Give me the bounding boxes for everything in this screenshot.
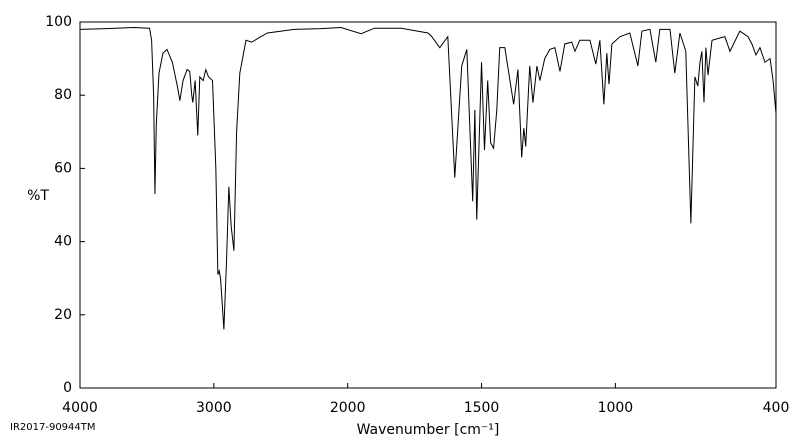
y-tick-label: 80	[54, 87, 72, 103]
y-tick-label: 100	[45, 14, 72, 30]
footnote: IR2017-90944TM	[10, 422, 96, 433]
x-tick-label: 4000	[62, 400, 98, 416]
plot-frame	[79, 21, 777, 389]
y-tick-label: 40	[54, 234, 72, 250]
x-axis-label: Wavenumber [cm⁻¹]	[357, 422, 500, 438]
x-tick-label: 1500	[464, 400, 500, 416]
x-tick-label: 3000	[196, 400, 232, 416]
spectrum-line	[79, 26, 777, 330]
y-tick-label: 20	[54, 307, 72, 323]
x-tick-label: 400	[763, 400, 790, 416]
x-tick-label: 1000	[598, 400, 634, 416]
y-tick-label: 60	[54, 160, 72, 176]
x-tick-label: 2000	[330, 400, 366, 416]
y-axis-label: %T	[27, 188, 49, 204]
y-tick-label: 0	[63, 380, 72, 396]
